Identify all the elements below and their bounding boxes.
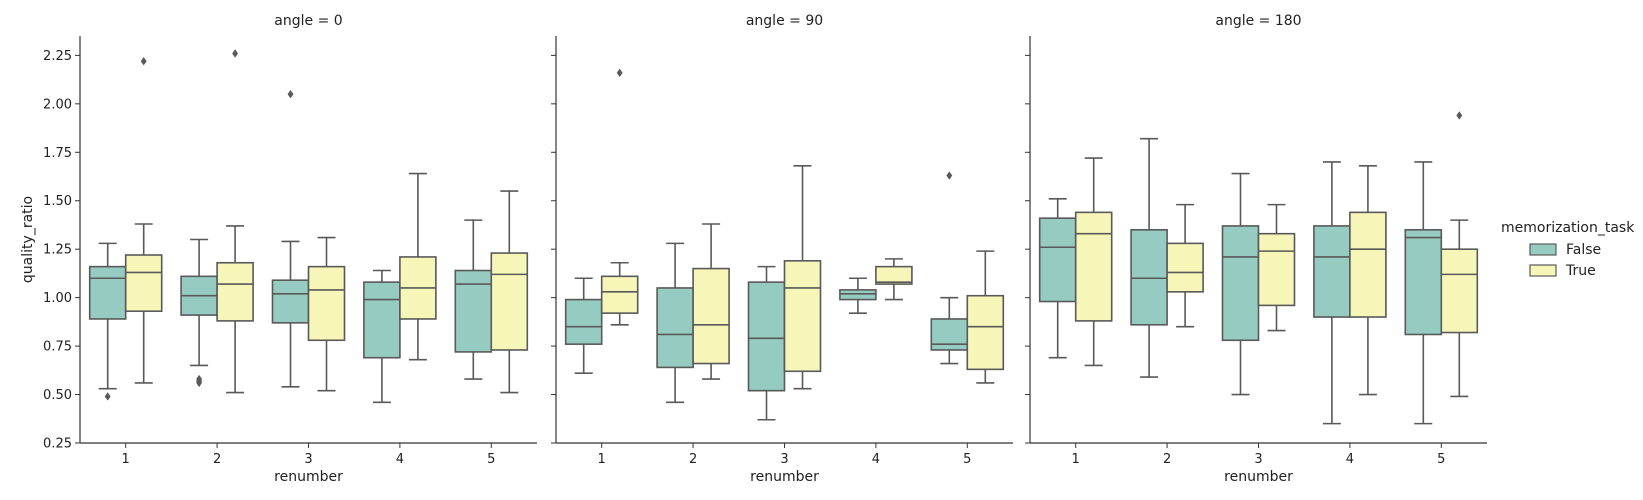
box-1-1-1 [692, 267, 730, 365]
box-1-0-4 [930, 318, 969, 351]
x-axis-label-0: renumber [274, 469, 343, 485]
y-tick-label-6: 1.75 [43, 146, 72, 161]
box-2-1-4 [1440, 248, 1479, 334]
y-tick-label-4: 1.25 [43, 243, 72, 258]
x-tick-label-0-1: 2 [213, 452, 221, 467]
x-axis-label-1: renumber [750, 469, 819, 485]
box-1-0-1 [656, 287, 694, 369]
y-tick-label-8: 2.25 [43, 49, 72, 64]
y-tick-label-0: 0.25 [43, 437, 72, 452]
box-0-0-0 [88, 265, 127, 320]
box-1-1-3 [875, 265, 913, 285]
box-2-0-1 [1130, 229, 1168, 326]
y-tick-label-5: 1.50 [43, 194, 72, 209]
box-0-0-2 [271, 279, 310, 324]
x-tick-label-2-1: 2 [1163, 452, 1171, 467]
box-0-1-1 [216, 261, 254, 322]
box-1-1-0 [600, 275, 639, 314]
x-tick-label-0-4: 5 [487, 452, 495, 467]
y-tick-label-7: 2.00 [43, 97, 72, 112]
x-tick-label-0-2: 3 [304, 452, 312, 467]
legend-swatch-true [1529, 264, 1557, 277]
box-2-0-0 [1038, 217, 1077, 303]
panel-title-2: angle = 180 [1215, 13, 1301, 29]
box-1-1-4 [966, 294, 1005, 371]
y-tick-label-3: 1.00 [43, 291, 72, 306]
outlier-point-1-1-0-0 [616, 68, 623, 78]
x-tick-label-2-3: 4 [1346, 452, 1354, 467]
box-0-1-2 [307, 265, 346, 342]
legend-label-true: True [1565, 263, 1596, 279]
outlier-point-0-0-1-2 [196, 374, 203, 384]
outlier-point-2-1-4-0 [1456, 111, 1463, 120]
y-tick-label-2: 0.75 [43, 340, 72, 355]
box-1-0-2 [747, 281, 786, 392]
panel-title-1: angle = 90 [746, 13, 823, 29]
box-0-0-4 [454, 269, 493, 353]
y-tick-label-1: 0.50 [43, 388, 72, 403]
x-tick-label-0-0: 1 [122, 452, 130, 467]
box-2-0-4 [1404, 229, 1443, 336]
x-tick-label-2-4: 5 [1437, 452, 1445, 467]
x-tick-label-1-0: 1 [598, 452, 606, 467]
panel-title-0: angle = 0 [274, 13, 342, 29]
legend-title: memorization_task [1501, 220, 1635, 236]
box-2-1-2 [1257, 232, 1296, 307]
outlier-point-0-1-0-0 [140, 56, 147, 66]
box-2-0-2 [1221, 225, 1260, 342]
box-2-1-1 [1166, 242, 1204, 293]
outlier-point-0-0-2-0 [287, 89, 294, 99]
box-1-1-2 [783, 260, 822, 373]
box-0-1-4 [490, 252, 529, 351]
y-axis-label: quality_ratio [20, 196, 36, 283]
x-tick-label-2-2: 3 [1254, 452, 1262, 467]
x-tick-label-2-0: 1 [1072, 452, 1080, 467]
x-tick-label-1-3: 4 [872, 452, 880, 467]
box-2-1-0 [1074, 211, 1113, 322]
box-2-1-3 [1349, 211, 1387, 318]
outlier-point-0-0-0-0 [104, 392, 111, 401]
x-tick-label-1-2: 3 [780, 452, 788, 467]
box-1-0-3 [839, 289, 877, 301]
box-2-0-3 [1313, 225, 1351, 318]
x-axis-label-2: renumber [1224, 469, 1293, 485]
box-0-1-0 [124, 254, 163, 313]
legend-label-false: False [1566, 242, 1601, 258]
outlier-point-0-1-1-0 [232, 49, 239, 58]
x-tick-label-1-1: 2 [689, 452, 697, 467]
x-tick-label-1-4: 5 [963, 452, 971, 467]
outlier-point-1-0-4-0 [946, 171, 953, 180]
box-1-0-0 [564, 298, 603, 345]
legend-swatch-false [1529, 243, 1557, 256]
x-tick-label-0-3: 4 [396, 452, 404, 467]
box-0-0-3 [363, 281, 401, 359]
